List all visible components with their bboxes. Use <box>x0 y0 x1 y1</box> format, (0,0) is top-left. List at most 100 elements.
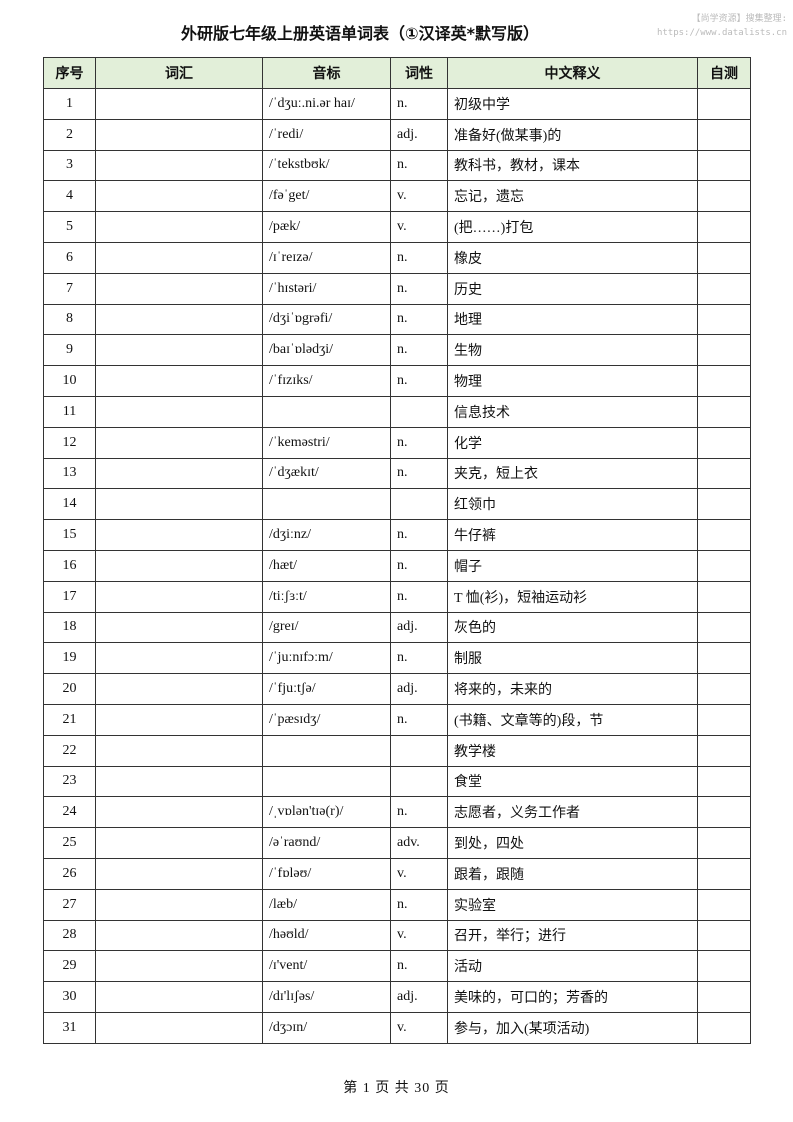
selftest-cell[interactable] <box>697 365 751 397</box>
row-index: 3 <box>43 149 96 182</box>
pos-cell: n. <box>390 549 448 582</box>
row-index: 14 <box>43 488 96 521</box>
word-cell[interactable] <box>95 827 263 859</box>
meaning-cell: 信息技术 <box>447 395 698 428</box>
selftest-cell[interactable] <box>697 488 751 521</box>
row-index: 9 <box>43 334 96 367</box>
row-index: 30 <box>43 981 96 1013</box>
word-cell[interactable] <box>95 426 263 459</box>
selftest-cell[interactable] <box>697 919 751 952</box>
word-cell[interactable] <box>95 395 263 428</box>
pos-cell: n. <box>390 241 448 274</box>
selftest-cell[interactable] <box>697 88 751 120</box>
table-row: 17/tiːʃɜːt/n. T 恤(衫)，短袖运动衫 <box>43 580 751 613</box>
word-cell[interactable] <box>95 272 263 305</box>
selftest-cell[interactable] <box>697 857 751 890</box>
table-row: 30/dɪ'lɪʃəs/adj. 美味的，可口的；芳香的 <box>43 981 751 1013</box>
word-cell[interactable] <box>95 611 263 644</box>
selftest-cell[interactable] <box>697 703 751 736</box>
word-cell[interactable] <box>95 673 263 705</box>
table-row: 26/ˈfɒləʊ/v. 跟着，跟随 <box>43 857 751 890</box>
selftest-cell[interactable] <box>697 519 751 551</box>
pos-cell <box>390 734 448 767</box>
word-cell[interactable] <box>95 919 263 952</box>
selftest-cell[interactable] <box>697 334 751 367</box>
phonetic-cell: /greɪ/ <box>262 611 391 644</box>
selftest-cell[interactable] <box>697 395 751 428</box>
selftest-cell[interactable] <box>697 457 751 490</box>
selftest-cell[interactable] <box>697 673 751 705</box>
pos-cell: v. <box>390 919 448 952</box>
word-cell[interactable] <box>95 888 263 921</box>
word-cell[interactable] <box>95 241 263 274</box>
word-cell[interactable] <box>95 703 263 736</box>
selftest-cell[interactable] <box>697 118 751 151</box>
selftest-cell[interactable] <box>697 888 751 921</box>
table-row: 3/ˈtekstbʊk/n. 教科书，教材，课本 <box>43 149 751 182</box>
phonetic-cell <box>262 765 391 798</box>
selftest-cell[interactable] <box>697 827 751 859</box>
word-cell[interactable] <box>95 488 263 521</box>
word-cell[interactable] <box>95 857 263 890</box>
pos-cell <box>390 395 448 428</box>
selftest-cell[interactable] <box>697 272 751 305</box>
selftest-cell[interactable] <box>697 950 751 983</box>
word-cell[interactable] <box>95 334 263 367</box>
word-cell[interactable] <box>95 981 263 1013</box>
table-row: 12/ˈkeməstri/n. 化学 <box>43 426 751 459</box>
selftest-cell[interactable] <box>697 426 751 459</box>
word-cell[interactable] <box>95 734 263 767</box>
phonetic-cell: /pæk/ <box>262 211 391 243</box>
table-row: 2/ˈredi/adj. 准备好(做某事)的 <box>43 118 751 151</box>
header-word: 词汇 <box>95 57 263 89</box>
phonetic-cell <box>262 488 391 521</box>
selftest-cell[interactable] <box>697 765 751 798</box>
row-index: 15 <box>43 519 96 551</box>
word-cell[interactable] <box>95 303 263 336</box>
word-cell[interactable] <box>95 796 263 829</box>
selftest-cell[interactable] <box>697 241 751 274</box>
table-row: 5/pæk/v. (把……)打包 <box>43 211 751 243</box>
word-cell[interactable] <box>95 642 263 675</box>
selftest-cell[interactable] <box>697 180 751 213</box>
phonetic-cell: /dʒɔɪn/ <box>262 1011 391 1044</box>
meaning-cell: 初级中学 <box>447 88 698 120</box>
pos-cell: n. <box>390 88 448 120</box>
selftest-cell[interactable] <box>697 580 751 613</box>
table-row: 16/hæt/n. 帽子 <box>43 549 751 582</box>
word-cell[interactable] <box>95 549 263 582</box>
word-cell[interactable] <box>95 765 263 798</box>
word-cell[interactable] <box>95 457 263 490</box>
header-pos: 词性 <box>390 57 448 89</box>
row-index: 20 <box>43 673 96 705</box>
word-cell[interactable] <box>95 950 263 983</box>
phonetic-cell: /ˈhɪstəri/ <box>262 272 391 305</box>
phonetic-cell: /ˈdʒuː.ni.ər haɪ/ <box>262 88 391 120</box>
selftest-cell[interactable] <box>697 303 751 336</box>
row-index: 26 <box>43 857 96 890</box>
word-cell[interactable] <box>95 365 263 397</box>
row-index: 29 <box>43 950 96 983</box>
word-cell[interactable] <box>95 580 263 613</box>
word-cell[interactable] <box>95 1011 263 1044</box>
word-cell[interactable] <box>95 211 263 243</box>
selftest-cell[interactable] <box>697 734 751 767</box>
selftest-cell[interactable] <box>697 211 751 243</box>
selftest-cell[interactable] <box>697 1011 751 1044</box>
selftest-cell[interactable] <box>697 611 751 644</box>
selftest-cell[interactable] <box>697 796 751 829</box>
row-index: 5 <box>43 211 96 243</box>
pos-cell: v. <box>390 180 448 213</box>
word-cell[interactable] <box>95 519 263 551</box>
phonetic-cell <box>262 734 391 767</box>
selftest-cell[interactable] <box>697 149 751 182</box>
meaning-cell: 牛仔裤 <box>447 519 698 551</box>
phonetic-cell: /ˌvɒlən'tɪə(r)/ <box>262 796 391 829</box>
selftest-cell[interactable] <box>697 549 751 582</box>
word-cell[interactable] <box>95 149 263 182</box>
selftest-cell[interactable] <box>697 981 751 1013</box>
selftest-cell[interactable] <box>697 642 751 675</box>
word-cell[interactable] <box>95 180 263 213</box>
word-cell[interactable] <box>95 118 263 151</box>
word-cell[interactable] <box>95 88 263 120</box>
